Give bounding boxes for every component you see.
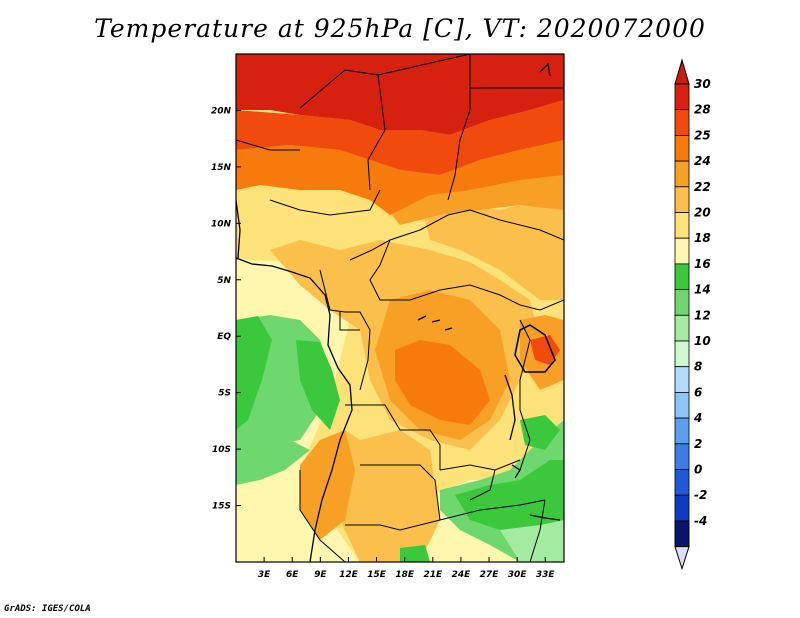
colorbar-swatch [674, 494, 690, 522]
country-borders [236, 54, 564, 562]
colorbar-label: 25 [694, 128, 711, 142]
lon-tick-label: 33E [536, 570, 556, 580]
lon-tick-label: 15E [367, 570, 387, 580]
colorbar-label: -2 [694, 488, 707, 502]
colorbar-swatch [674, 443, 690, 470]
lon-tick-label: 6E [286, 570, 299, 580]
colorbar-swatch [674, 391, 690, 419]
colorbar-bottom-swatch [674, 520, 690, 548]
colorbar-label: 16 [694, 257, 711, 271]
colorbar-swatch [674, 186, 690, 213]
lat-tick-label: 20N [211, 106, 232, 116]
colorbar-swatch [674, 83, 690, 111]
colorbar-top-arrow [674, 58, 690, 85]
lat-tick-label: 10S [212, 445, 231, 455]
colorbar-label: 24 [694, 154, 711, 168]
colorbar-label: 20 [694, 206, 711, 220]
longitude-axis: 3E 6E 9E 12E 15E 18E 21E 24E 27E 30E 33E [258, 557, 556, 580]
lat-tick-label: 15N [211, 163, 232, 173]
colorbar-swatch [674, 469, 690, 496]
colorbar-label: 28 [694, 103, 711, 117]
lon-tick-label: 30E [508, 570, 528, 580]
colorbar-swatch [674, 212, 690, 239]
lon-tick-label: 3E [258, 570, 271, 580]
colorbar-swatch [674, 134, 690, 162]
lon-tick-label: 27E [480, 570, 500, 580]
colorbar-bottom-arrow [674, 546, 690, 571]
lat-tick-label: 15S [212, 502, 231, 512]
colorbar-label: 12 [694, 308, 711, 322]
credit-text: GrADS: IGES/COLA [4, 604, 91, 614]
lat-tick-label: 5S [218, 389, 231, 399]
lat-tick-label: 10N [211, 219, 232, 229]
colorbar-label: 22 [694, 180, 711, 194]
colorbar-label: -4 [694, 514, 707, 528]
colorbar-label: 18 [694, 231, 711, 245]
colorbar-swatch [674, 289, 690, 316]
colorbar-swatch [674, 237, 690, 265]
lon-tick-label: 18E [395, 570, 415, 580]
colorbar-swatch [674, 417, 690, 445]
map-frame [235, 53, 565, 563]
colorbar-swatch [674, 366, 690, 393]
lon-tick-label: 21E [423, 570, 443, 580]
map-title: Temperature at 925hPa [C], VT: 202007200… [94, 14, 706, 43]
lon-tick-label: 24E [452, 570, 472, 580]
colorbar-label: 10 [694, 334, 711, 348]
colorbar-label: 2 [694, 437, 702, 451]
colorbar-label: 6 [694, 385, 702, 399]
colorbar-label: 4 [693, 411, 702, 425]
colorbar-swatch [674, 160, 690, 188]
colorbar-swatch [674, 340, 690, 368]
colorbar-label: 30 [694, 77, 711, 91]
colorbar-swatch [674, 109, 690, 136]
colorbar-swatch [674, 263, 690, 290]
lon-tick-label: 12E [339, 570, 359, 580]
colorbar-label: 0 [694, 463, 702, 477]
temperature-field [236, 54, 564, 562]
coastline [236, 62, 561, 562]
lat-tick-label: 5N [217, 276, 231, 286]
lon-tick-label: 9E [314, 570, 327, 580]
colorbar-label: 14 [694, 283, 711, 297]
colorbar-swatch [674, 314, 690, 342]
latitude-axis: 20N 15N 10N 5N EQ 5S 10S 15S [211, 106, 241, 512]
lat-tick-label: EQ [217, 332, 231, 342]
colorbar-label: 8 [694, 360, 702, 374]
